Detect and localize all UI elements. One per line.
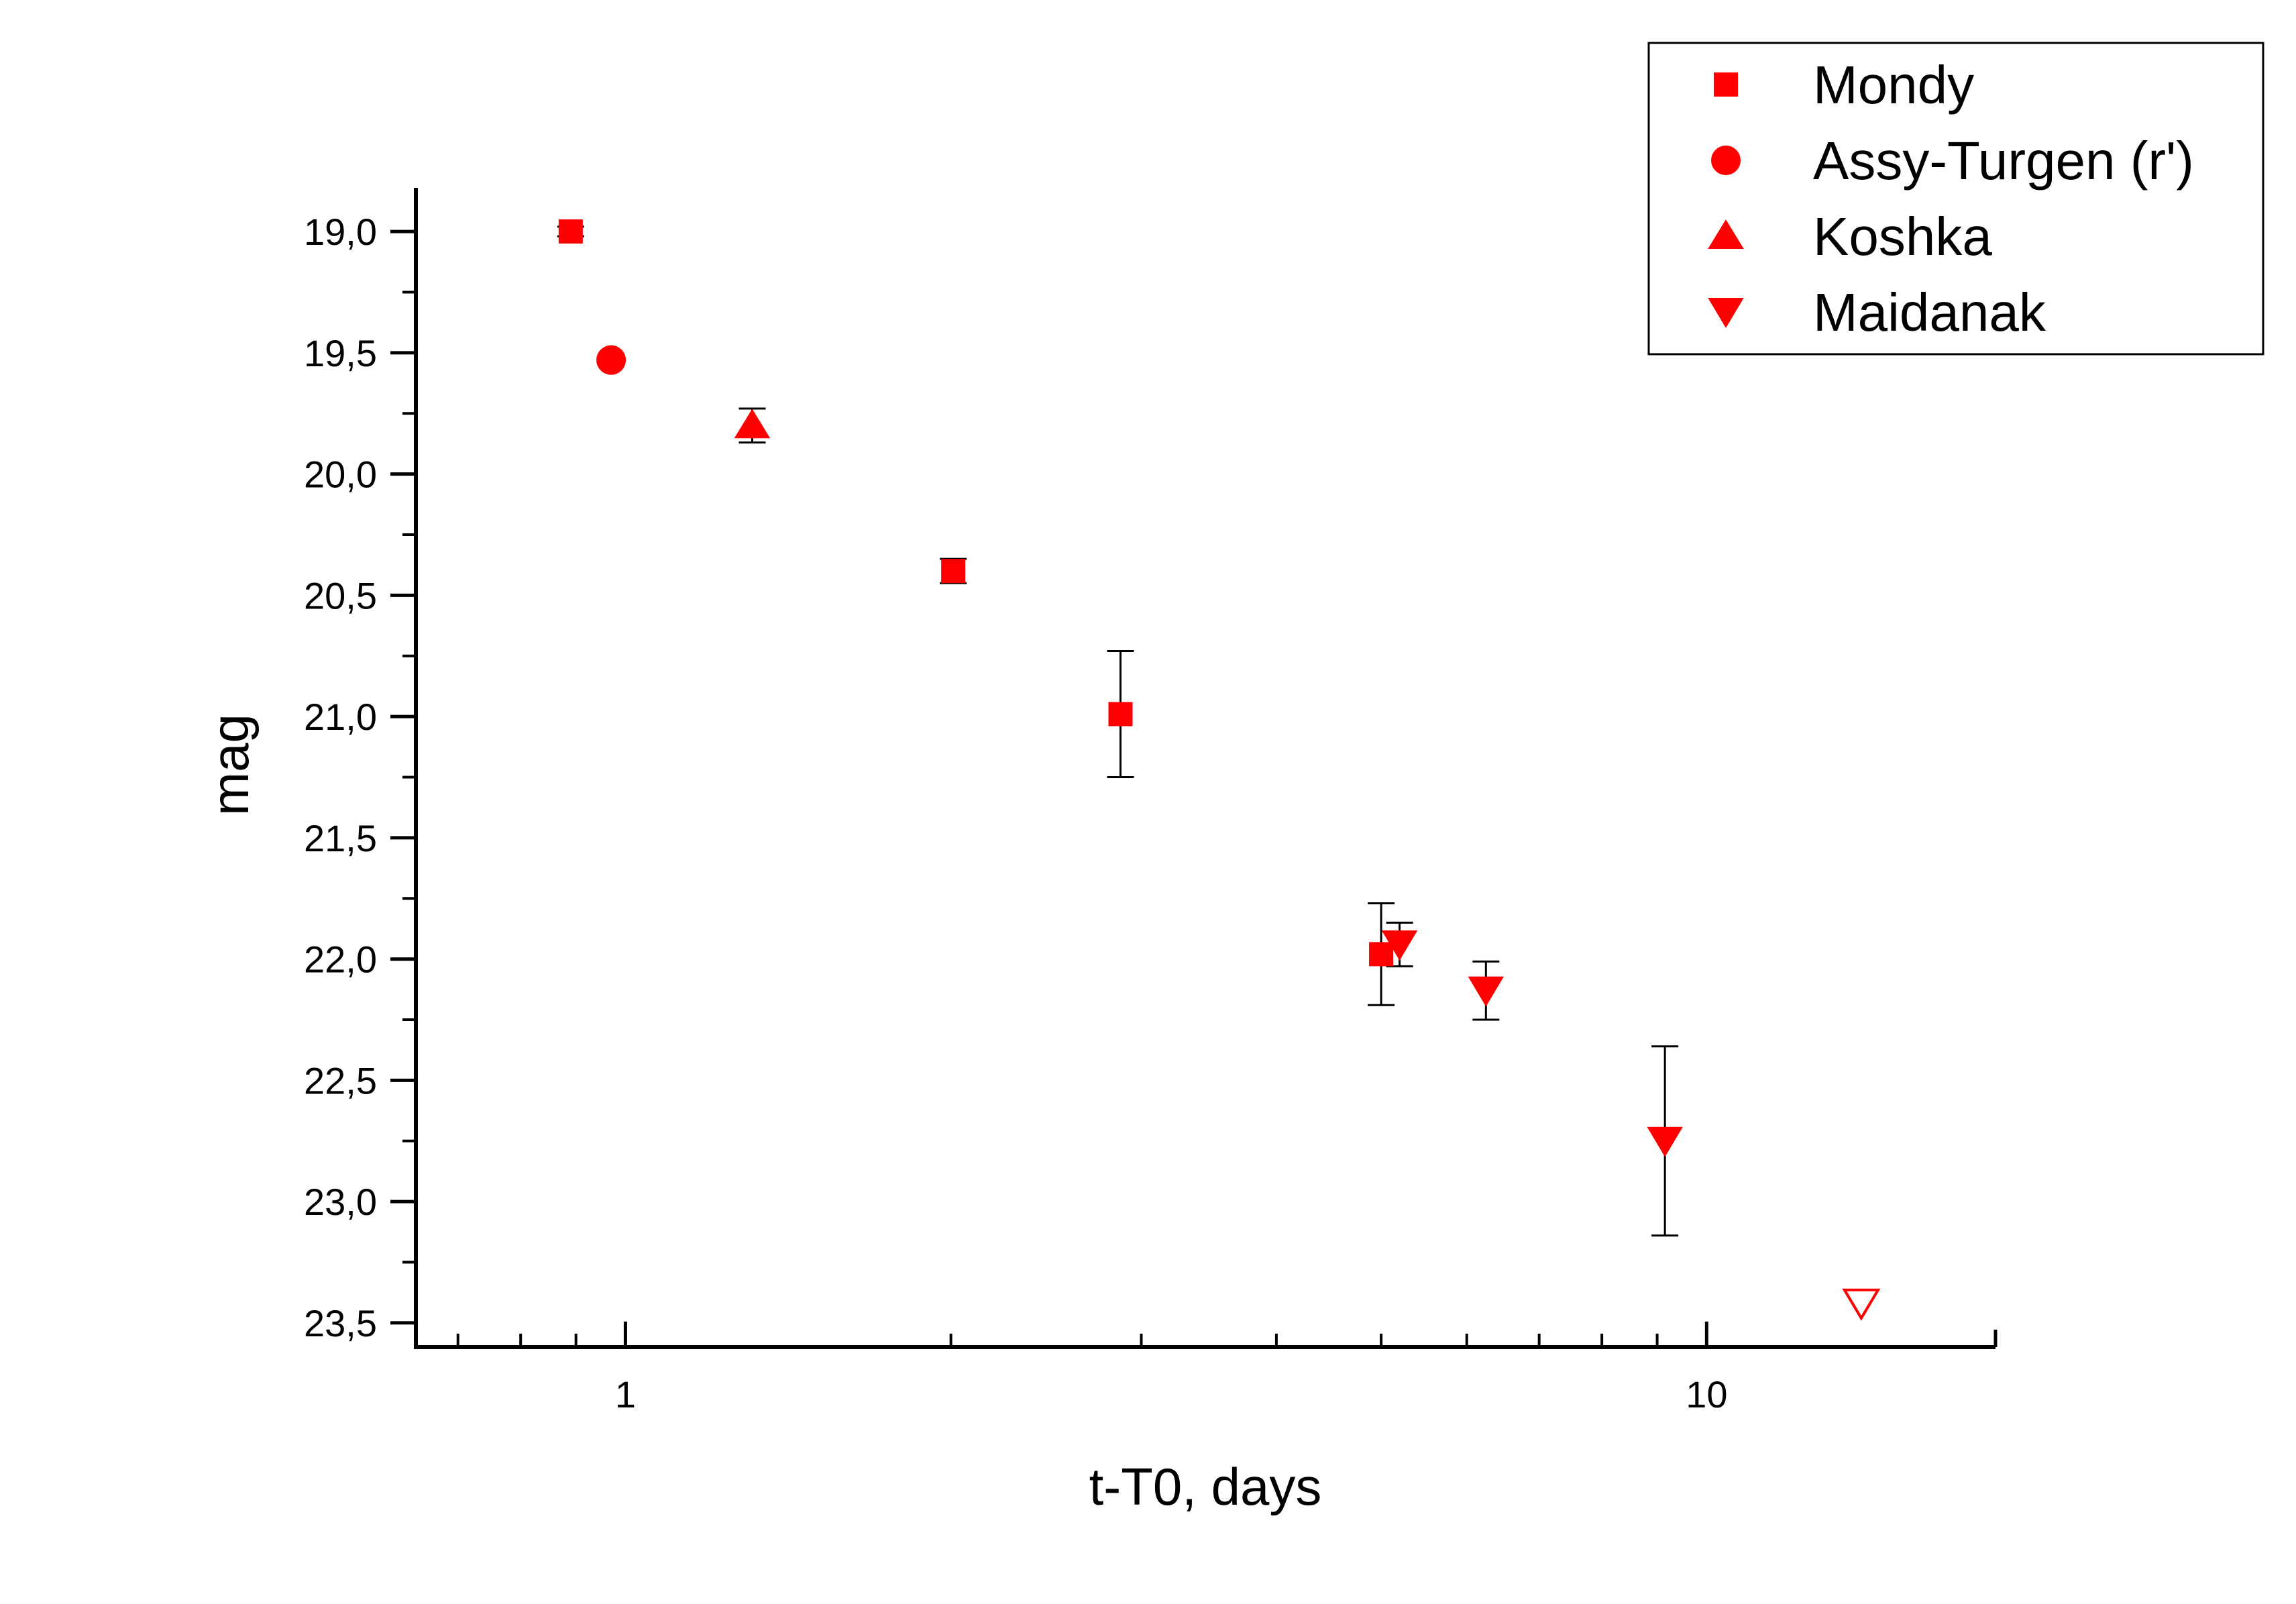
y-tick-label: 20,0	[304, 453, 377, 496]
legend-label: Maidanak	[1813, 282, 2046, 342]
y-axis-label: mag	[201, 714, 260, 816]
x-tick-label: 1	[615, 1373, 636, 1415]
y-tick-label: 19,0	[304, 211, 377, 253]
axis-ticks	[390, 229, 1708, 1347]
legend-box	[1647, 42, 2264, 356]
marker-triangle-up	[1708, 219, 1744, 249]
y-tick-label: 22,0	[304, 939, 377, 981]
marker-triangle-down	[1647, 1126, 1683, 1157]
marker-square	[1369, 942, 1394, 967]
marker-upper-limit	[1842, 1288, 1881, 1321]
y-tick-label: 21,5	[304, 817, 377, 859]
legend-label: Koshka	[1813, 207, 1992, 266]
y-tick-label: 20,5	[304, 574, 377, 617]
marker-square	[1714, 72, 1738, 97]
marker-triangle-down	[1381, 930, 1418, 961]
axis-tick-labels: 19,0 19,5 20,0 20,5 21,0 21,5 22,0 22,5 23,0 23,5…	[304, 211, 1727, 1415]
marker-square	[558, 219, 583, 244]
data-markers	[558, 219, 1881, 1321]
marker-square	[941, 559, 966, 584]
error-bars	[557, 225, 1679, 1237]
y-tick-label: 23,5	[304, 1302, 377, 1344]
y-tick-label: 23,0	[304, 1181, 377, 1223]
y-tick-label: 22,5	[304, 1059, 377, 1102]
marker-circle	[1711, 146, 1741, 175]
legend-label: Mondy	[1813, 55, 1974, 115]
axes	[414, 188, 1998, 1349]
marker-triangle-down	[1468, 976, 1505, 1007]
marker-triangle-down	[1708, 298, 1744, 328]
marker-square	[1108, 702, 1133, 727]
y-tick-label: 19,5	[304, 332, 377, 374]
x-tick-label: 10	[1686, 1373, 1727, 1415]
x-axis-label: t-T0, days	[1089, 1457, 1322, 1516]
legend-label: Assy-Turgen (r')	[1813, 131, 2194, 191]
y-tick-label: 21,0	[304, 696, 377, 738]
marker-triangle-up	[734, 409, 771, 439]
legend: Mondy Assy-Turgen (r') Koshka Maidanak	[1647, 42, 2264, 356]
marker-circle	[596, 345, 626, 375]
